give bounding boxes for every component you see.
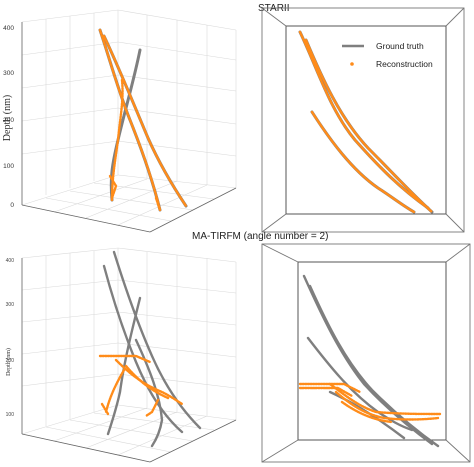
p3-tick-300: 300 [6,302,15,308]
p1-tick-100: 100 [3,163,14,170]
p4-rc-horizontal-2 [298,386,354,398]
panel-starii-top: STARII Ground truth Reconstruction [258,3,465,233]
p3-rc-curve-2 [124,364,170,400]
p2-rc-filament-3 [310,110,416,214]
p1-rc-floor-2 [154,196,162,212]
p3-gt-filament-1 [102,264,184,434]
p1-z-label: Depth (nm) [2,95,13,141]
p3-tick-400: 400 [6,258,15,264]
panel3-ground-truth [102,250,202,448]
panel-matirfm-top [261,243,471,463]
p4-rc-curve-1 [328,382,442,416]
p4-rc-curve-3 [340,400,394,424]
panel4-reconstruction [298,382,442,424]
p1-tick-300: 300 [3,70,14,77]
p3-rc-curve-1 [114,358,184,406]
legend-reconstruction-label: Reconstruction [376,59,433,69]
p3-tick-200: 200 [6,358,15,364]
panel1-reconstruction [98,28,188,212]
legend: Ground truth Reconstruction [342,41,433,69]
p3-rc-floor-left [100,402,110,416]
panel2-box [261,7,465,233]
p1-rc-filament-1 [98,28,162,212]
p2-gt-filament-3 [310,110,416,214]
p3-rc-descend [104,368,126,414]
p3-rc-horizontal [98,354,152,364]
starii-title: STARII [258,3,289,14]
p3-gt-filament-2 [112,250,202,430]
panel1-axes [21,22,237,233]
p1-rc-floor-1 [108,174,118,200]
p2-rc-filament-1 [298,30,430,210]
p4-gt-filament-1 [302,274,434,446]
legend-reconstruction-swatch [350,62,354,66]
p1-gt-filament-3 [109,48,142,202]
p3-gt-filament-3 [106,296,142,436]
p3-tick-100: 100 [6,412,15,418]
p4-gt-filament-3 [306,336,414,432]
p1-tick-200: 200 [3,117,14,124]
p4-rc-curve-2 [334,390,440,421]
panel2-reconstruction [298,30,434,214]
p1-tick-0: 0 [10,202,14,209]
panel3-axes [21,258,237,463]
legend-ground-truth-label: Ground truth [376,41,424,51]
panel-starii-3d: 0 100 200 300 400 Depth (nm) [2,9,237,233]
p3-z-label: Depth (nm) [5,348,12,376]
p3-gt-filament-4 [134,338,164,448]
panel3-reconstruction [98,354,184,418]
p2-rc-filament-2 [304,38,434,214]
panel3-z-ticks: 100 200 300 400 [6,258,15,418]
p3-rc-floor-right [144,398,160,418]
p4-gt-filament-2 [308,284,440,448]
panel1-z-ticks: 0 100 200 300 400 [3,25,14,209]
p4-rc-horizontal-1 [298,382,362,394]
panel-matirfm-3d: MA-TIRFM (angle number = 2) [5,231,328,463]
p1-rc-filament-2 [102,34,188,208]
panel4-box [261,243,471,463]
matirfm-title: MA-TIRFM (angle number = 2) [192,231,328,242]
p1-tick-400: 400 [3,25,14,32]
